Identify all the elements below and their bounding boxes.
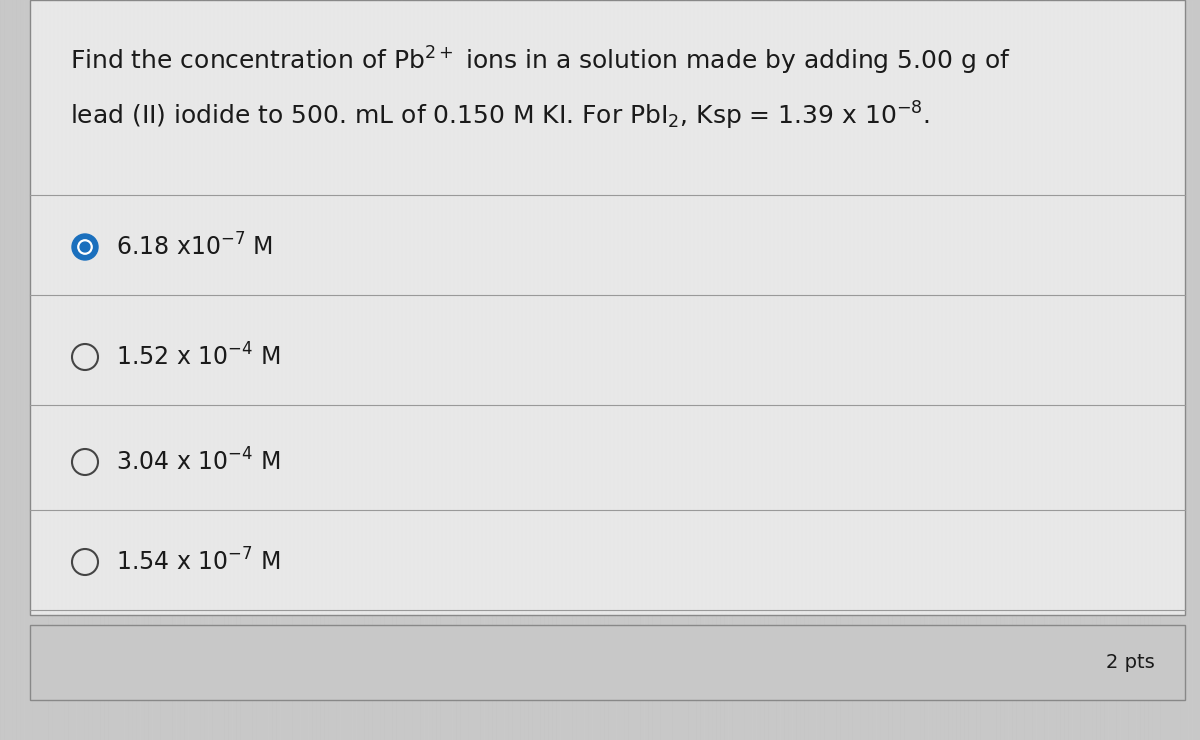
Text: lead (II) iodide to 500. mL of 0.150 M KI. For PbI$_2$, Ksp = 1.39 x 10$^{-8}$.: lead (II) iodide to 500. mL of 0.150 M K…	[70, 100, 930, 132]
Text: 6.18 x10$^{-7}$ M: 6.18 x10$^{-7}$ M	[116, 233, 274, 260]
Text: 3.04 x 10$^{-4}$ M: 3.04 x 10$^{-4}$ M	[116, 448, 281, 476]
Text: 1.54 x 10$^{-7}$ M: 1.54 x 10$^{-7}$ M	[116, 548, 281, 576]
FancyBboxPatch shape	[30, 625, 1186, 700]
Circle shape	[72, 234, 98, 260]
Circle shape	[80, 242, 90, 252]
Circle shape	[78, 240, 92, 254]
Text: 1.52 x 10$^{-4}$ M: 1.52 x 10$^{-4}$ M	[116, 343, 281, 371]
Text: 2 pts: 2 pts	[1106, 653, 1154, 671]
FancyBboxPatch shape	[30, 0, 1186, 615]
Text: Find the concentration of Pb$^{2+}$ ions in a solution made by adding 5.00 g of: Find the concentration of Pb$^{2+}$ ions…	[70, 45, 1010, 77]
